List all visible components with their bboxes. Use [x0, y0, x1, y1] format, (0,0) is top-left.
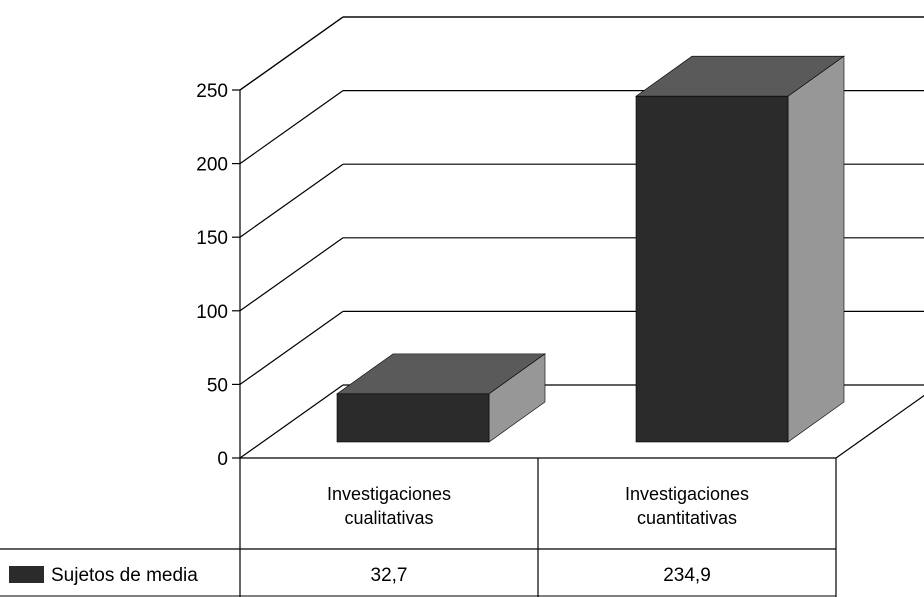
- y-tick-label: 100: [196, 302, 228, 323]
- category-label: Investigaciones: [625, 484, 749, 504]
- y-tick-label: 0: [217, 449, 228, 470]
- floor-right-edge: [835, 394, 924, 459]
- category-label: cualitativas: [344, 508, 433, 528]
- y-tick-label: 200: [196, 155, 228, 176]
- legend-swatch: [9, 566, 44, 583]
- data-label: 234,9: [663, 565, 711, 586]
- bar-1: [336, 393, 490, 443]
- category-label: Investigaciones: [327, 484, 451, 504]
- legend-label: Sujetos de media: [51, 565, 198, 586]
- category-label: cuantitativas: [637, 508, 737, 528]
- y-tick-label: 50: [207, 375, 228, 396]
- gridline-wall-0: [239, 384, 344, 459]
- y-tick-label: 250: [196, 81, 228, 102]
- data-table: Investigaciones cualitativas 32,7 Investiga…: [0, 458, 837, 597]
- data-label: 32,7: [371, 565, 408, 586]
- bar-2: [635, 95, 789, 443]
- y-axis-ticks: 0 50 100 150 200 250: [196, 81, 240, 470]
- bars: [336, 55, 845, 443]
- y-tick-label: 150: [196, 228, 228, 249]
- gridline-wall-100: [239, 237, 344, 312]
- gridline-wall-200: [239, 90, 344, 165]
- gridline-wall-250: [239, 16, 344, 91]
- gridline-wall-150: [239, 163, 344, 238]
- bar-side-2: [787, 55, 845, 443]
- gridline-wall-50: [239, 310, 344, 385]
